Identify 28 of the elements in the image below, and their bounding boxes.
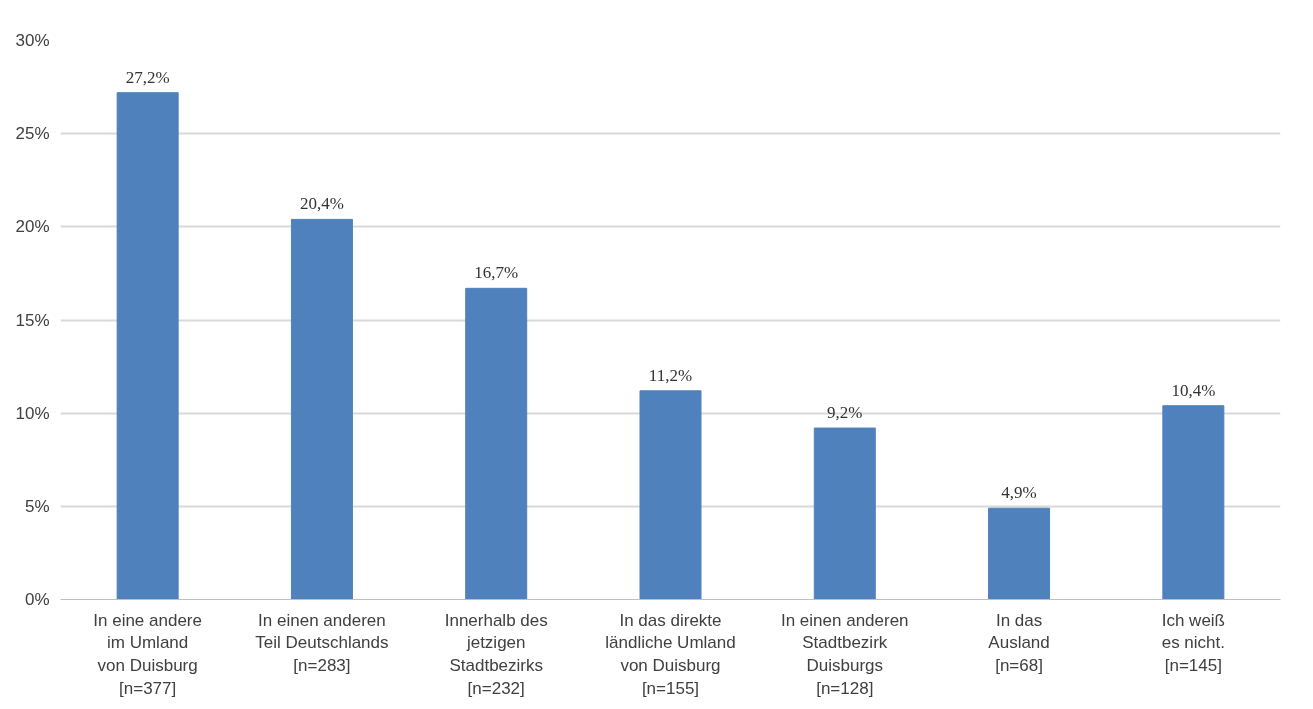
bar	[290, 218, 353, 600]
bar	[1162, 405, 1225, 600]
data-label: 4,9%	[1001, 483, 1037, 503]
data-label: 9,2%	[827, 403, 863, 423]
bar	[639, 390, 702, 600]
data-label: 11,2%	[648, 365, 693, 385]
y-tick-label: 5%	[24, 496, 50, 516]
x-tick-label: In eine andere im Umland von Duisburg [n=377]	[93, 610, 202, 698]
data-label: 10,4%	[1171, 380, 1216, 400]
bar	[116, 92, 179, 600]
x-tick-label: In einen anderen Stadtbezirk Duisburgs [n=128]	[780, 610, 909, 698]
x-tick-label: In das Ausland [n=68]	[988, 610, 1050, 676]
bar	[465, 287, 528, 600]
x-tick-label: Innerhalb des jetzigen Stadtbezirks [n=232]	[444, 610, 548, 698]
y-tick-label: 25%	[15, 124, 50, 144]
y-tick-label: 10%	[15, 403, 50, 423]
bar	[813, 427, 876, 600]
bar	[988, 507, 1051, 600]
y-tick-label: 20%	[15, 217, 50, 237]
y-tick-label: 0%	[24, 590, 50, 609]
x-tick-label: In einen anderen Teil Deutschlands [n=283]	[255, 610, 389, 676]
y-tick-label: 15%	[15, 310, 50, 330]
data-label: 16,7%	[474, 263, 519, 283]
data-label: 20,4%	[299, 194, 344, 214]
x-tick-label: Ich weiß es nicht. [n=145]	[1161, 610, 1226, 676]
y-tick-label: 30%	[15, 31, 50, 50]
data-label: 27,2%	[125, 67, 170, 87]
x-tick-label: In das direkte ländliche Umland von Duisburg [n=155]	[605, 610, 736, 698]
